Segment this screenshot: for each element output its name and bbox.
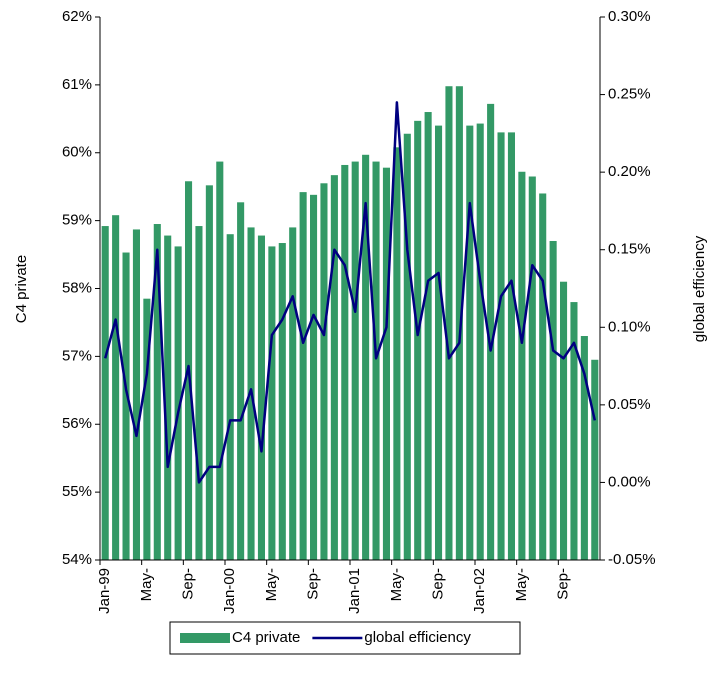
bar (528, 176, 536, 560)
y-tick-label: 58% (62, 279, 92, 296)
x-tick-label: Sep- (305, 568, 322, 600)
bar (153, 224, 161, 561)
y2-tick-label: 0.00% (608, 473, 651, 490)
bar (216, 161, 224, 561)
bar (549, 240, 557, 561)
x-tick-label: Jan-99 (96, 568, 113, 614)
bar (580, 336, 588, 560)
y2-tick-label: 0.10% (608, 318, 651, 335)
y-tick-label: 55% (62, 483, 92, 500)
bar (403, 133, 411, 560)
bar (289, 227, 297, 560)
bar (341, 164, 349, 560)
bar (435, 125, 443, 560)
bar (132, 229, 140, 561)
y-tick-label: 61% (62, 76, 92, 93)
y2-tick-label: 0.30% (608, 8, 651, 25)
y-tick-label: 60% (62, 144, 92, 161)
bar (299, 192, 307, 560)
bar (310, 194, 318, 560)
bar (476, 123, 484, 560)
bar (122, 252, 130, 560)
x-tick-label: Jan-00 (221, 568, 238, 614)
bar (424, 112, 432, 561)
x-tick-label: Sep- (555, 568, 572, 600)
y2-tick-label: 0.20% (608, 163, 651, 180)
bar (237, 202, 245, 560)
x-tick-label: Jan-02 (471, 568, 488, 614)
y2-tick-label: 0.15% (608, 241, 651, 258)
bar (591, 359, 599, 560)
y-tick-label: 57% (62, 347, 92, 364)
bar (174, 246, 182, 561)
y-tick-label: 59% (62, 212, 92, 229)
bar (560, 281, 568, 560)
y2-axis-label: global efficiency (691, 235, 708, 342)
x-tick-label: May- (263, 568, 280, 601)
bar (257, 235, 265, 560)
bar (393, 147, 401, 560)
bar (570, 302, 578, 560)
x-tick-label: Sep- (180, 568, 197, 600)
y2-tick-label: 0.25% (608, 86, 651, 103)
bar (414, 120, 422, 560)
bar (351, 161, 359, 561)
bar (143, 298, 151, 560)
x-tick-label: May- (388, 568, 405, 601)
bar (518, 171, 526, 560)
bar (455, 86, 463, 561)
bar (497, 132, 505, 560)
bar (445, 86, 453, 561)
x-tick-label: May- (138, 568, 155, 601)
bar (101, 226, 109, 560)
bar (330, 175, 338, 560)
legend-label: C4 private (232, 629, 300, 646)
bar (278, 243, 286, 560)
y-tick-label: 62% (62, 8, 92, 25)
bar (487, 103, 495, 560)
bar (372, 161, 380, 561)
y-tick-label: 54% (62, 551, 92, 568)
bar (112, 215, 120, 560)
bar (226, 234, 234, 560)
bar (507, 132, 515, 560)
x-tick-label: Jan-01 (346, 568, 363, 614)
y-tick-label: 56% (62, 415, 92, 432)
y-axis-label: C4 private (13, 255, 30, 323)
bar (268, 246, 276, 561)
bar (362, 154, 370, 560)
bar (164, 235, 172, 560)
bar (466, 125, 474, 560)
line (104, 101, 597, 484)
y2-tick-label: 0.05% (608, 396, 651, 413)
x-tick-label: Sep- (430, 568, 447, 600)
bar (539, 193, 547, 560)
bar (382, 167, 390, 560)
bar (320, 183, 328, 560)
y2-tick-label: -0.05% (608, 551, 656, 568)
bar (205, 185, 213, 560)
legend-label: global efficiency (364, 629, 471, 646)
x-tick-label: May- (513, 568, 530, 601)
bar (195, 226, 203, 560)
legend-swatch (180, 633, 230, 643)
